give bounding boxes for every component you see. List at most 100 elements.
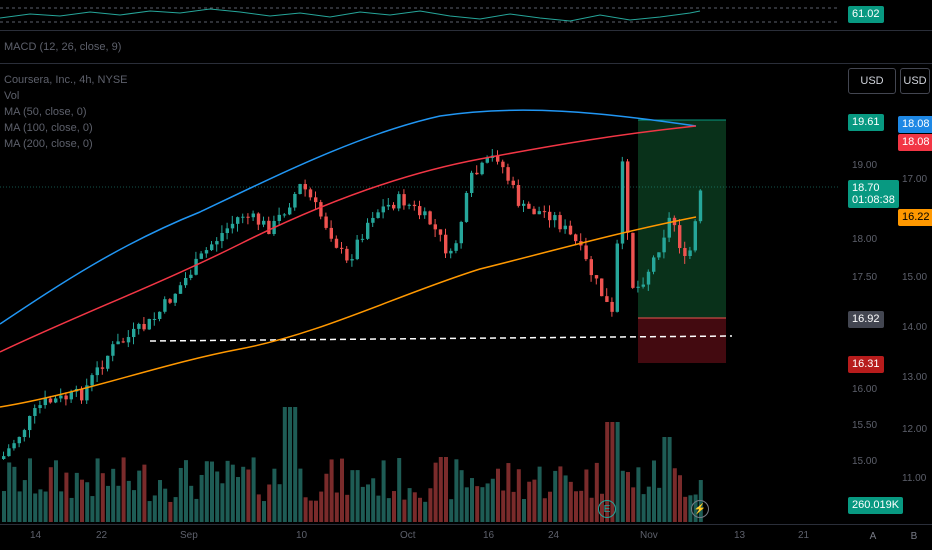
candle-body xyxy=(444,234,448,254)
volume-bar xyxy=(220,483,225,522)
candle-body xyxy=(303,184,307,190)
volume-value-tag: 260.019K xyxy=(848,497,904,514)
candle-body xyxy=(111,344,115,356)
volume-bar xyxy=(579,490,584,522)
candle-body xyxy=(511,180,515,186)
volume-bar xyxy=(168,501,173,522)
volume-bar xyxy=(147,501,152,522)
position-stop-zone[interactable] xyxy=(638,318,726,363)
volume-bar xyxy=(12,466,17,522)
volume-bar xyxy=(574,491,578,522)
volume-bar xyxy=(28,458,32,522)
candle-body xyxy=(600,278,604,297)
candle-body xyxy=(116,341,120,345)
volume-bar xyxy=(683,496,688,522)
candle-body xyxy=(329,227,333,239)
alt-price-tag-top: 18.08 xyxy=(898,116,932,133)
volume-bar xyxy=(184,460,188,522)
earnings-badge[interactable]: E xyxy=(598,500,616,518)
volume-bar xyxy=(17,491,22,522)
volume-bar xyxy=(407,488,412,522)
volume-bar xyxy=(532,479,537,522)
position-target-zone[interactable] xyxy=(638,120,726,318)
volume-bar xyxy=(558,466,563,522)
volume-bar xyxy=(246,469,251,522)
pane-divider-1 xyxy=(0,30,932,31)
currency-button-left[interactable]: USD xyxy=(848,68,896,94)
candle-body xyxy=(7,448,11,457)
volume-bar xyxy=(568,481,573,522)
volume-bar xyxy=(137,470,142,522)
candle-body xyxy=(470,172,474,193)
volume-bar xyxy=(662,437,667,522)
volume-bar xyxy=(33,493,38,522)
flash-icon[interactable]: ⚡ xyxy=(691,500,709,518)
faint-axis-label: 16.00 xyxy=(852,384,878,395)
volume-bar xyxy=(251,457,256,522)
candle-body xyxy=(168,299,172,303)
price-chart-svg[interactable] xyxy=(0,64,840,524)
volume-bar xyxy=(178,467,183,522)
volume-bar xyxy=(397,458,402,522)
candle-body xyxy=(277,214,281,221)
volume-bar xyxy=(485,483,490,522)
candle-body xyxy=(48,398,53,403)
candle-body xyxy=(454,243,458,251)
candle-body xyxy=(615,243,619,312)
ma50-line xyxy=(0,216,697,408)
volume-bar xyxy=(340,458,344,522)
volume-bar xyxy=(288,407,292,522)
volume-bar xyxy=(615,422,620,522)
volume-bar xyxy=(106,485,110,522)
candle-body xyxy=(402,194,406,206)
volume-bar xyxy=(90,496,95,522)
candle-body xyxy=(428,211,432,225)
volume-bar xyxy=(652,460,656,522)
candle-body xyxy=(355,239,359,260)
candle-body xyxy=(371,217,375,223)
candle-body xyxy=(678,225,682,249)
log-scale-button[interactable]: B xyxy=(910,530,918,542)
volume-bar xyxy=(672,468,677,522)
support-line[interactable] xyxy=(149,335,733,342)
candle-body xyxy=(667,217,671,238)
alt-price-tag-bottom: 18.08 xyxy=(898,134,932,151)
volume-bar xyxy=(69,497,74,522)
volume-bar xyxy=(262,501,266,522)
candle-body xyxy=(688,250,692,257)
volume-bars xyxy=(2,407,703,522)
candle-body xyxy=(163,299,167,312)
auto-scale-button[interactable]: A xyxy=(869,530,877,542)
volume-bar xyxy=(64,472,69,522)
candle-body xyxy=(178,285,183,294)
volume-bar xyxy=(22,480,27,522)
volume-bar xyxy=(464,487,469,522)
candle-body xyxy=(548,211,552,221)
candle-body xyxy=(350,259,354,261)
volume-bar xyxy=(355,470,360,522)
candle-body xyxy=(449,250,453,254)
candle-body xyxy=(28,415,32,431)
volume-bar xyxy=(360,486,365,522)
volume-bar xyxy=(636,467,641,522)
candle-body xyxy=(33,408,37,416)
candle-body xyxy=(12,443,16,449)
candle-body xyxy=(340,247,344,249)
volume-bar xyxy=(43,491,48,522)
candle-body xyxy=(522,203,526,206)
volume-bar xyxy=(121,457,126,522)
volume-bar xyxy=(548,491,552,522)
volume-bar xyxy=(7,462,12,522)
candle-body xyxy=(652,257,656,272)
candle-body xyxy=(319,202,323,217)
currency-button-right[interactable]: USD xyxy=(900,68,930,94)
rsi-pane: 61.02 xyxy=(0,0,932,30)
volume-bar xyxy=(631,487,636,522)
entry-price-tag: 16.92 xyxy=(848,311,884,328)
volume-bar xyxy=(501,490,506,522)
candle-body xyxy=(641,284,645,287)
volume-bar xyxy=(506,463,511,522)
candle-body xyxy=(376,212,380,218)
volume-bar xyxy=(293,407,298,522)
volume-bar xyxy=(38,489,43,522)
